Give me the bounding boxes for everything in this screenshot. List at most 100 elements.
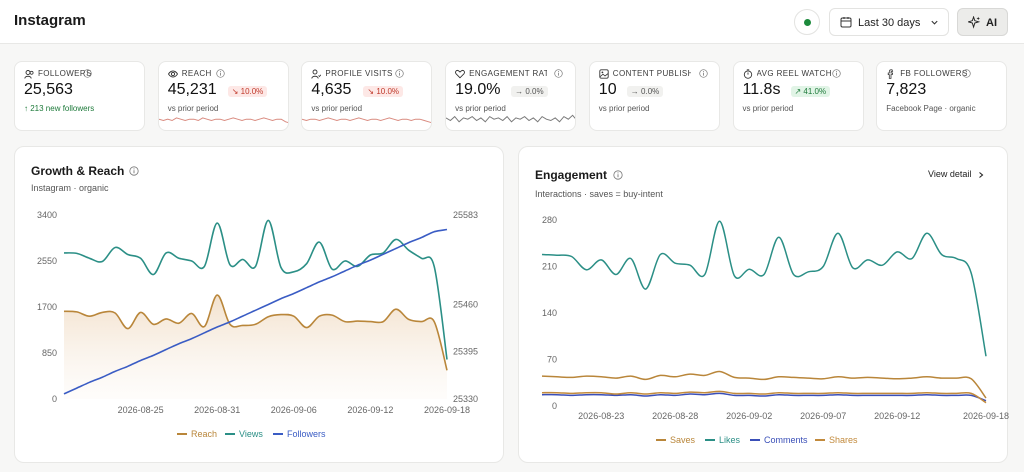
kpi-card[interactable]: FB FOLLOWERS 7,823 Facebook Page · organic (876, 61, 1008, 131)
engagement-chart: 0 70 140 210 280 2026-08-23 2026-08-28 2026-09-… (541, 215, 1009, 445)
chevron-down-icon (931, 20, 938, 25)
engagement-card-title: Engagement (535, 168, 608, 182)
views-series-line (63, 219, 448, 360)
y-axis-tick-label: 70 (547, 355, 557, 365)
kpi-subtext: vs prior period (167, 104, 219, 113)
kpi-card[interactable]: REACH 45,231 ↘ 10.0% vs prior period (157, 61, 289, 131)
engagement-card: Engagement View detail Interactions · sa… (518, 146, 1009, 463)
y-axis-tick-label: 2550 (37, 256, 57, 266)
info-icon[interactable] (395, 69, 405, 78)
sparkline-path (158, 117, 288, 124)
kpi-delta-badge: → 0.0% (511, 86, 548, 97)
y-axis-tick-label: 25395 (453, 347, 478, 357)
y-axis-tick-label: 1700 (37, 302, 57, 312)
x-axis-tick-label: 2026-09-07 (800, 411, 846, 421)
reach-area (64, 295, 447, 399)
legend-label: Shares (829, 435, 858, 445)
kpi-card[interactable]: FOLLOWERS 25,563 ↑ 213 new followers (14, 61, 145, 131)
kpi-card[interactable]: AVG REEL WATCH 11.8s ↗ 41.0% vs prior perio… (732, 61, 864, 131)
info-icon[interactable] (83, 69, 92, 78)
x-axis-tick-label: 2026-08-31 (194, 405, 240, 415)
y-axis-tick-label: 210 (542, 262, 557, 272)
x-axis-tick-label: 2026-09-12 (874, 411, 920, 421)
info-icon[interactable] (831, 69, 841, 78)
kpi-label: CONTENT PUBLISHED (612, 69, 691, 78)
y-axis-tick-label: 850 (42, 348, 57, 358)
kpi-label: PROFILE VISITS (325, 69, 393, 78)
info-icon[interactable] (699, 69, 708, 78)
kpi-card[interactable]: ENGAGEMENT RATE 19.0% → 0.0% vs prior perio… (445, 61, 577, 131)
kpi-card[interactable]: PROFILE VISITS 4,635 ↘ 10.0% vs prior perio… (301, 61, 433, 131)
legend-label: Views (239, 429, 263, 439)
heart-icon (455, 70, 465, 79)
y-axis-tick-label: 25330 (453, 394, 478, 404)
y-axis-tick-label: 0 (52, 394, 57, 404)
info-icon[interactable] (216, 69, 225, 78)
kpi-label: AVG REEL WATCH (756, 69, 832, 78)
info-icon[interactable] (129, 166, 139, 176)
kpi-sparkline (158, 117, 288, 124)
growth-card-title: Growth & Reach (31, 164, 125, 178)
sparkle-icon (968, 16, 981, 29)
followers-series-line (63, 228, 448, 395)
legend-label: Likes (719, 435, 741, 445)
x-axis-tick-label: 2026-09-12 (347, 405, 393, 415)
x-axis-tick-label: 2026-09-02 (726, 411, 772, 421)
calendar-icon (840, 17, 852, 28)
growth-card-subtitle: Instagram · organic (31, 183, 109, 193)
facebook-icon (887, 69, 894, 79)
chevron-right-icon (979, 171, 984, 178)
x-axis-tick-label: 2026-09-06 (271, 405, 317, 415)
kpi-value: 7,823 (886, 81, 927, 98)
status-indicator[interactable] (794, 9, 820, 35)
likes-series-line (541, 220, 987, 357)
x-axis-tick-label: 2026-09-18 (963, 411, 1009, 421)
date-range-select[interactable]: Last 30 days (829, 8, 949, 36)
kpi-delta-badge: → 0.0% (626, 86, 664, 97)
kpi-subtext: vs prior period (455, 104, 506, 113)
engagement-card-subtitle: Interactions · saves = buy-intent (535, 189, 663, 199)
kpi-value: 10 (598, 81, 617, 98)
legend-label: Reach (191, 429, 217, 439)
view-detail-link[interactable]: View detail (928, 169, 985, 179)
saves-series-line (541, 370, 987, 399)
kpi-label: REACH (181, 69, 212, 78)
x-axis-tick-label: 2026-08-25 (118, 405, 164, 415)
date-range-label: Last 30 days (858, 17, 921, 29)
image-icon (599, 69, 609, 79)
y-axis-tick-label: 140 (542, 308, 557, 318)
ai-button[interactable]: AI (957, 8, 1008, 36)
kpi-value: 4,635 (311, 81, 352, 98)
page-title: Instagram (14, 12, 86, 29)
kpi-label: FB FOLLOWERS (900, 69, 968, 78)
shares-series-line (541, 390, 987, 404)
legend-label: Saves (670, 435, 696, 445)
info-icon[interactable] (554, 69, 563, 78)
kpi-value: 25,563 (24, 81, 73, 98)
status-dot (804, 19, 811, 26)
y-axis-tick-label: 0 (552, 401, 557, 411)
kpi-subtext: vs prior period (742, 104, 794, 113)
kpi-delta-badge: ↘ 10.0% (227, 86, 268, 97)
info-icon[interactable] (962, 69, 971, 78)
kpi-subtext: vs prior period (598, 104, 650, 113)
user-visit-icon (311, 69, 322, 79)
growth-reach-card: Growth & Reach Instagram · organic 0 850 1… (14, 146, 504, 463)
eye-icon (167, 70, 178, 78)
top-bar: Instagram Last 30 days AI (0, 0, 1024, 44)
kpi-label: FOLLOWERS (38, 69, 92, 78)
kpi-value: 11.8s (742, 81, 781, 98)
users-icon (24, 70, 34, 79)
kpi-delta-badge: ↗ 41.0% (790, 86, 831, 97)
legend-label: Followers (287, 429, 326, 439)
kpi-subtext: ↑ 213 new followers (24, 104, 95, 113)
reach-series-line (63, 294, 448, 371)
y-axis-tick-label: 280 (542, 215, 557, 225)
stopwatch-icon (743, 69, 752, 79)
y-axis-tick-label: 25460 (453, 299, 478, 309)
kpi-card[interactable]: CONTENT PUBLISHED 10 → 0.0% vs prior period (588, 61, 720, 131)
y-axis-tick-label: 3400 (37, 210, 57, 220)
kpi-label: ENGAGEMENT RATE (469, 69, 548, 78)
info-icon[interactable] (613, 170, 623, 180)
y-axis-tick-label: 25583 (453, 210, 478, 220)
